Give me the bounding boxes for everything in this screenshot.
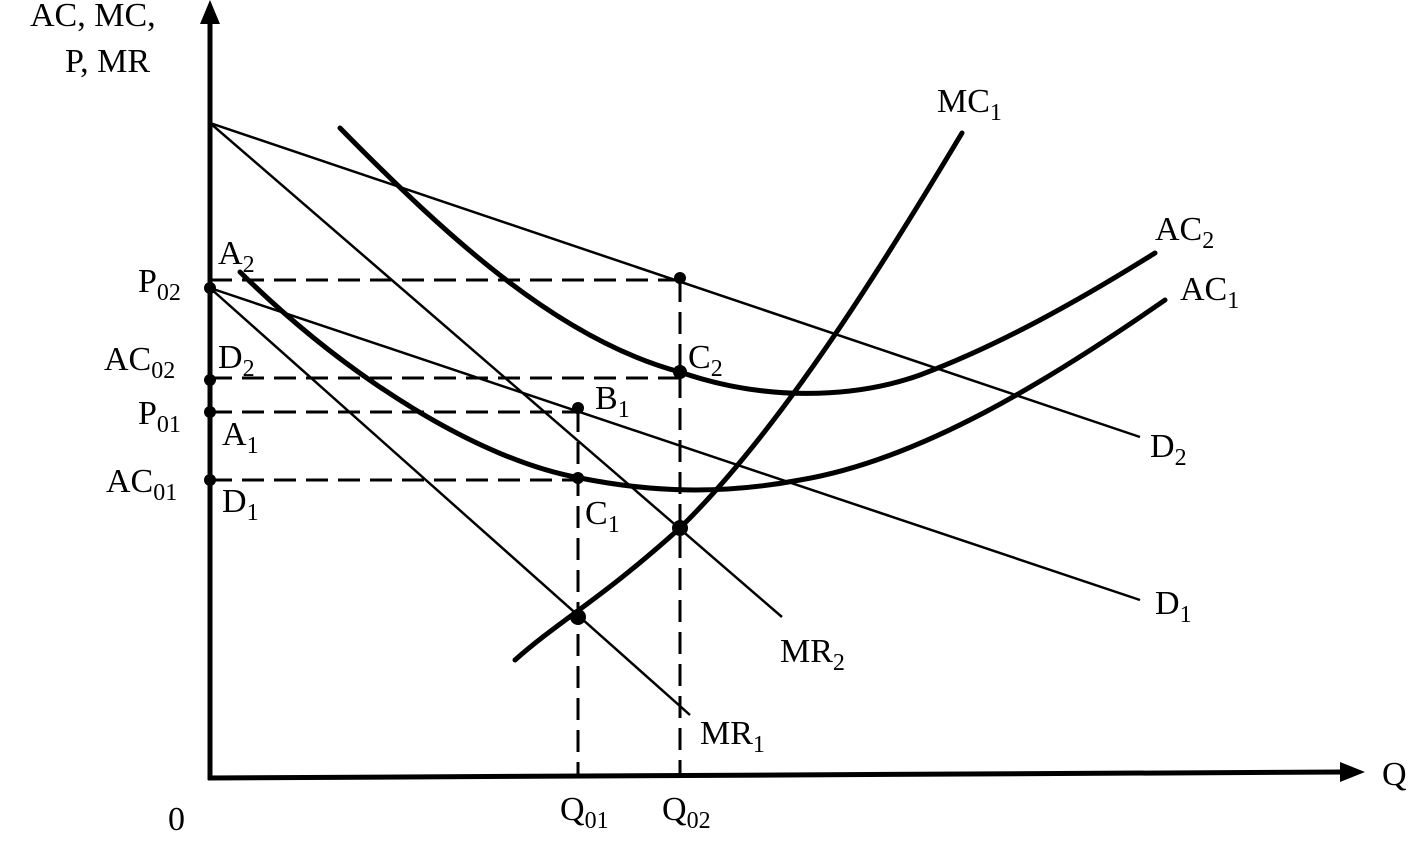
x-axis	[207, 769, 1346, 781]
label-text: B	[595, 380, 618, 417]
y-axis-label: AC, MC,	[30, 0, 156, 34]
label: D1	[1155, 585, 1192, 628]
label-text: AC	[104, 341, 151, 378]
label: D1	[222, 483, 259, 526]
label-text: A	[218, 235, 243, 272]
y-axis-arrow	[200, 0, 220, 24]
label-subscript: 2	[243, 252, 255, 278]
label-subscript: 02	[687, 808, 711, 834]
label: D2	[218, 339, 255, 382]
demand-1	[209, 286, 1141, 602]
label: A1	[222, 416, 259, 459]
label: A2	[218, 235, 255, 278]
label-text: AC	[1180, 271, 1227, 308]
label-subscript: 2	[833, 650, 845, 676]
point	[673, 365, 687, 379]
label-text: D	[1150, 428, 1175, 465]
mr-1	[209, 287, 691, 716]
point	[204, 474, 216, 486]
x-axis-arrow	[1340, 762, 1365, 782]
label: P02	[138, 263, 181, 306]
label: AC1	[1180, 271, 1239, 314]
label-subscript: 1	[1227, 288, 1239, 314]
label-text: MR	[780, 633, 833, 670]
label-text: A	[222, 416, 247, 453]
label: AC01	[106, 463, 177, 506]
label-text: AC	[1155, 211, 1202, 248]
point	[572, 472, 584, 484]
label-text: D	[218, 339, 243, 376]
label-subscript: 02	[157, 280, 181, 306]
label-subscript: 1	[247, 500, 259, 526]
point	[204, 282, 216, 294]
mc-1-curve	[512, 130, 965, 663]
mr-2	[209, 122, 783, 618]
label-subscript: 1	[990, 100, 1002, 126]
label: Q02	[662, 791, 711, 834]
label: D2	[1150, 428, 1187, 471]
point	[204, 406, 216, 418]
label: MR1	[700, 715, 765, 758]
point	[572, 402, 584, 414]
point	[674, 272, 686, 284]
label-text: MR	[700, 715, 753, 752]
ac-1-curve	[237, 269, 1168, 493]
label-subscript: 2	[1175, 445, 1187, 471]
y-axis-label: P, MR	[65, 43, 150, 80]
label-text: AC	[106, 463, 153, 500]
label-subscript: 1	[608, 512, 620, 538]
label-subscript: 2	[711, 356, 723, 382]
label-subscript: 2	[1202, 228, 1214, 254]
label-subscript: 1	[618, 397, 630, 423]
label-subscript: 01	[153, 480, 177, 506]
label-subscript: 02	[151, 358, 175, 384]
label-text: P	[138, 395, 157, 432]
label: C1	[585, 495, 620, 538]
label: AC02	[104, 341, 175, 384]
label-subscript: 01	[585, 808, 609, 834]
label-text: Q	[662, 791, 687, 828]
point	[570, 609, 586, 625]
label-text: D	[1155, 585, 1180, 622]
label: C2	[688, 339, 723, 382]
point	[204, 374, 216, 386]
label: Q01	[560, 791, 609, 834]
label: MC1	[937, 83, 1002, 126]
label-subscript: 1	[247, 433, 259, 459]
label: MR2	[780, 633, 845, 676]
label-subscript: 01	[157, 412, 181, 438]
label-subscript: 2	[243, 356, 255, 382]
label-text: P	[138, 263, 157, 300]
label: P01	[138, 395, 181, 438]
label-text: Q	[560, 791, 585, 828]
label-subscript: 1	[753, 732, 765, 758]
label-text: C	[688, 339, 711, 376]
x-axis-label: Q	[1382, 756, 1407, 793]
label: AC2	[1155, 211, 1214, 254]
origin-label: 0	[168, 801, 185, 836]
label-text: D	[222, 483, 247, 520]
ac-2-curve	[337, 125, 1158, 396]
label-text: C	[585, 495, 608, 532]
point	[672, 520, 688, 536]
label-text: MC	[937, 83, 990, 120]
label: B1	[595, 380, 630, 423]
guide-lines	[210, 278, 682, 778]
points	[204, 272, 688, 625]
label-subscript: 1	[1180, 602, 1192, 628]
